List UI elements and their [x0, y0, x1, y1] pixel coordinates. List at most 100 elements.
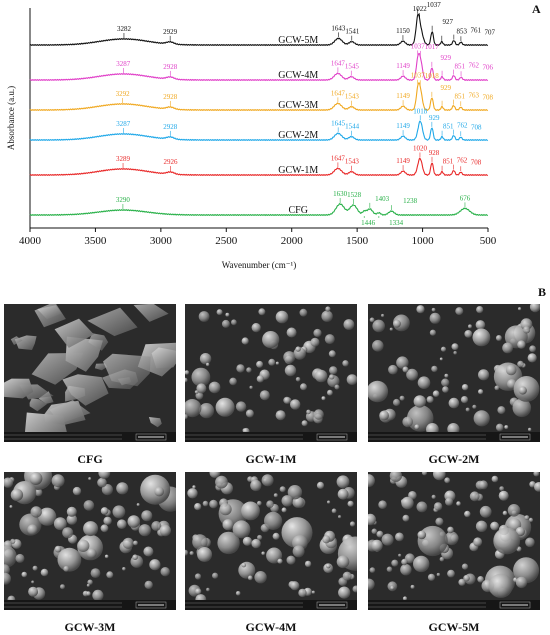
- peak-label: 1647: [331, 89, 346, 97]
- peak-label: 1238: [403, 197, 418, 205]
- ftir-chart: 4000 3500 3000 2500 2000 1500 1000 500 Wavenumbe…: [6, 1, 497, 270]
- sem-caption-cfg: CFG: [77, 452, 103, 466]
- peak-label: 708: [471, 123, 482, 131]
- sem-micrograph: [185, 472, 357, 610]
- sem-caption-gcw-5m: GCW-5M: [428, 620, 480, 634]
- peak-label: 2928: [163, 63, 178, 71]
- peak-label: 3282: [117, 25, 132, 33]
- ftir-chart-panel: 4000 3500 3000 2500 2000 1500 1000 500 Wavenumbe…: [0, 0, 550, 285]
- x-axis-label: Wavenumber (cm⁻¹): [222, 260, 296, 270]
- series-line-gcw-3m: [29, 82, 489, 112]
- peak-label: 707: [484, 28, 495, 36]
- peak-label: 1150: [396, 27, 410, 35]
- peak-label: 1149: [396, 92, 410, 100]
- sem-image-cfg: [4, 304, 176, 442]
- sem-image-gcw-2m: [368, 304, 540, 442]
- peak-label: 1645: [331, 119, 346, 127]
- sem-micrograph: [4, 472, 176, 610]
- x-tick-label: 3500: [84, 235, 107, 247]
- peak-label: 3292: [116, 90, 131, 98]
- peak-label: 3290: [116, 196, 131, 204]
- peak-label: 1643: [331, 24, 346, 32]
- peak-label: 927: [442, 18, 453, 26]
- peak-label: 708: [471, 158, 482, 166]
- peak-label: 1446: [361, 219, 376, 227]
- sem-caption-gcw-3m: GCW-3M: [64, 620, 116, 634]
- sem-micrograph: [4, 304, 176, 442]
- peak-label: 928: [429, 149, 440, 157]
- peak-label: 929: [440, 84, 451, 92]
- peak-label: 1018: [425, 72, 440, 80]
- peak-label: 1545: [345, 63, 360, 71]
- peak-label: 762: [468, 62, 479, 70]
- peak-label: 1630: [333, 190, 348, 198]
- sem-micrograph: [368, 472, 540, 610]
- peak-label: 1543: [345, 93, 360, 101]
- panel-label-b: B: [538, 285, 547, 299]
- peak-label: 851: [443, 158, 454, 166]
- peak-label: 2928: [163, 93, 178, 101]
- series-line-gcw-1m: [29, 157, 489, 177]
- peak-label: 1017: [425, 43, 440, 51]
- series-label-gcw-5m: GCW-5M: [278, 35, 318, 46]
- peak-label: 929: [429, 114, 440, 122]
- x-tick-label: 500: [480, 235, 497, 247]
- sem-image-gcw-1m: [185, 304, 357, 442]
- series-label-gcw-1m: GCW-1M: [278, 165, 318, 176]
- sem-caption-gcw-2m: GCW-2M: [428, 452, 480, 466]
- peak-label: 1403: [375, 195, 390, 203]
- peak-label: 762: [457, 157, 468, 165]
- x-tick-label: 1000: [412, 235, 435, 247]
- peak-label: 1647: [331, 154, 346, 162]
- peak-label: 761: [470, 27, 481, 35]
- series-line-gcw-4m: [29, 52, 489, 82]
- peak-label: 1541: [345, 28, 360, 36]
- series-line-gcw-2m: [29, 120, 489, 142]
- peak-label: 1037: [411, 72, 426, 80]
- peak-label: 1647: [331, 59, 346, 67]
- x-tick-label: 2500: [215, 235, 238, 247]
- peak-label: 706: [482, 63, 493, 71]
- peak-label: 851: [443, 123, 454, 131]
- series-label-gcw-2m: GCW-2M: [278, 130, 318, 141]
- peak-label: 3287: [116, 120, 131, 128]
- peak-label: 851: [454, 93, 465, 101]
- peak-label: 762: [457, 122, 468, 130]
- peak-label: 1544: [345, 123, 360, 131]
- panel-label-a: A: [532, 2, 541, 16]
- peak-label: 2929: [163, 28, 178, 36]
- peak-label: 1020: [413, 145, 428, 153]
- peak-label: 1149: [396, 157, 410, 165]
- series-label-cfg: CFG: [289, 205, 308, 216]
- sem-image-gcw-4m: [185, 472, 357, 610]
- peak-label: 2928: [163, 123, 178, 131]
- peak-label: 853: [456, 28, 467, 36]
- sem-image-gcw-5m: [368, 472, 540, 610]
- sem-caption-gcw-4m: GCW-4M: [245, 620, 297, 634]
- peak-label: 3287: [116, 60, 131, 68]
- series-label-gcw-3m: GCW-3M: [278, 100, 318, 111]
- peak-label: 1334: [389, 219, 404, 227]
- peak-label: 763: [468, 92, 479, 100]
- peak-label: 1037: [411, 42, 426, 50]
- peak-label: 1018: [413, 107, 428, 115]
- sem-micrograph: [368, 304, 540, 442]
- x-tick-label: 4000: [19, 235, 42, 247]
- peak-label: 1543: [345, 158, 360, 166]
- peak-label: 708: [482, 93, 493, 101]
- peak-label: 1149: [396, 122, 410, 130]
- series-line-gcw-5m: [29, 13, 489, 47]
- peak-label: 851: [454, 63, 465, 71]
- x-tick-label: 3000: [150, 235, 173, 247]
- peak-label: 3289: [116, 155, 131, 163]
- peak-label: 1149: [396, 62, 410, 70]
- series-label-gcw-4m: GCW-4M: [278, 70, 318, 81]
- peak-label: 1022: [413, 5, 428, 13]
- sem-caption-gcw-1m: GCW-1M: [245, 452, 297, 466]
- sem-micrograph: [185, 304, 357, 442]
- y-axis-label: Absorbance (a.u.): [6, 86, 16, 150]
- peak-label: 1037: [427, 1, 442, 9]
- series-line-cfg: [29, 203, 489, 217]
- peak-label: 929: [440, 54, 451, 62]
- x-tick-label: 2000: [281, 235, 304, 247]
